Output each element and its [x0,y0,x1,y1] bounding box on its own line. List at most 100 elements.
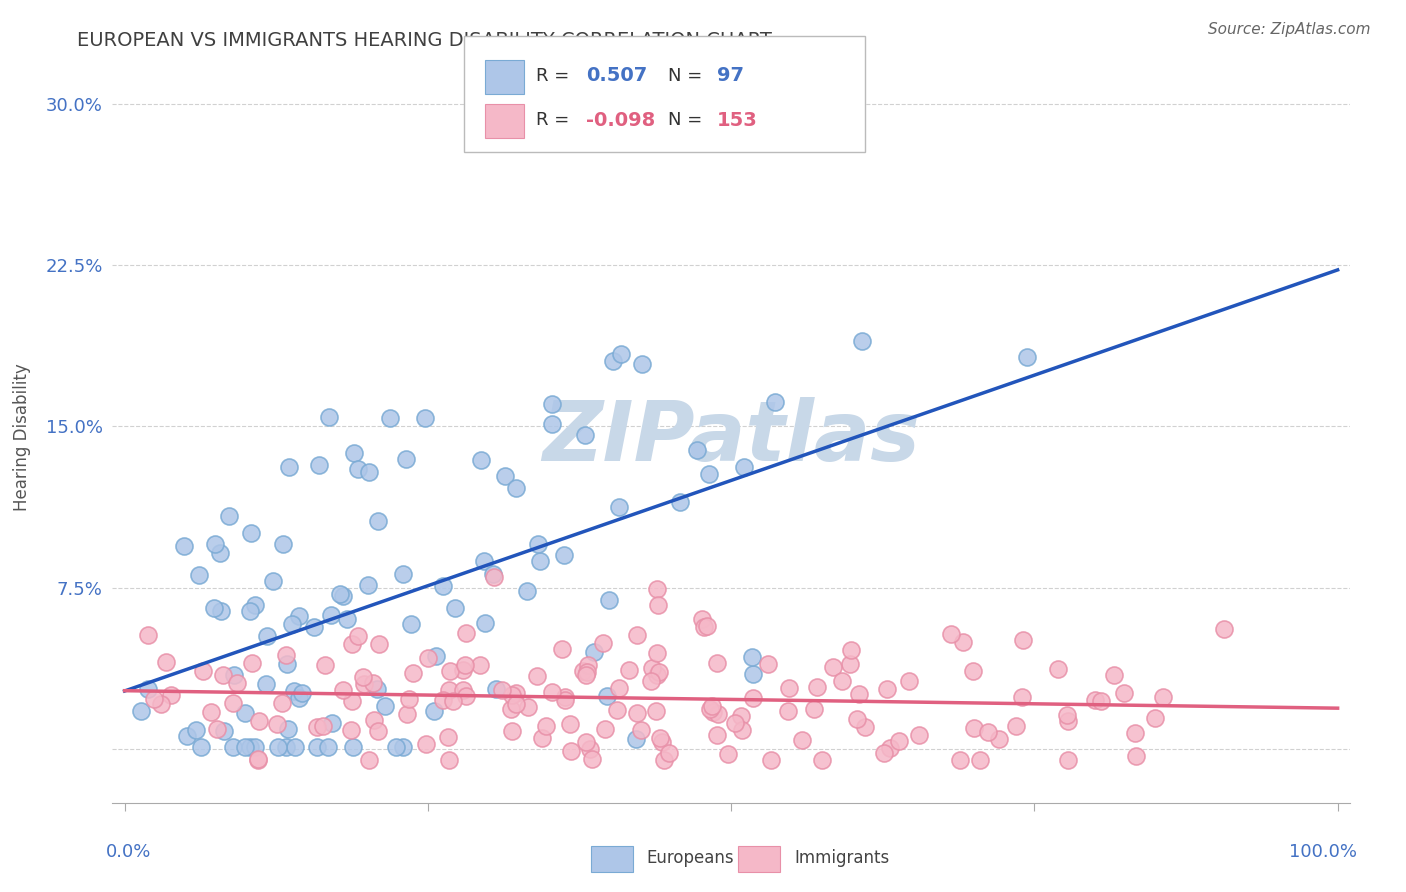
Point [1123,725,1146,739]
Point [626,731,648,746]
Text: Immigrants: Immigrants [794,849,890,867]
Point [240,526,263,541]
Point [273,537,295,551]
Point [312,719,335,733]
Point [190,739,212,754]
Point [598,593,620,607]
Point [256,629,278,643]
Point [1011,633,1033,648]
Point [724,716,747,731]
Point [702,706,724,720]
Point [222,697,245,711]
Text: Source: ZipAtlas.com: Source: ZipAtlas.com [1208,22,1371,37]
Point [550,642,572,657]
Point [609,347,631,361]
Point [529,554,551,568]
Point [686,442,709,457]
Text: Europeans: Europeans [647,849,734,867]
Point [887,733,910,747]
Text: R =: R = [536,67,575,85]
Point [617,663,640,677]
Point [1102,668,1125,682]
Point [592,636,614,650]
Point [321,607,343,622]
Point [432,579,454,593]
Point [1046,662,1069,676]
Point [706,728,728,742]
Text: 153: 153 [717,111,758,130]
Point [853,720,876,734]
Point [451,663,474,677]
Point [505,481,527,495]
Text: R =: R = [536,112,575,129]
Point [287,609,309,624]
Point [470,453,492,467]
Point [247,714,270,728]
Point [347,629,370,643]
Point [395,452,418,467]
Point [308,458,330,472]
Text: 100.0%: 100.0% [1289,843,1357,861]
Point [581,752,603,766]
Point [690,612,713,626]
Point [560,717,582,731]
Point [626,628,648,642]
Point [778,704,800,718]
Point [288,691,311,706]
Point [702,698,724,713]
Point [456,689,478,703]
Point [437,730,460,744]
Point [439,665,461,679]
Point [763,394,786,409]
Point [501,723,523,738]
Point [359,466,381,480]
Point [413,411,436,425]
Point [239,739,262,754]
Point [631,357,654,371]
Point [963,721,986,735]
Point [332,682,354,697]
Point [582,645,605,659]
Point [516,584,538,599]
Point [606,703,628,717]
Point [501,688,523,702]
Point [415,737,437,751]
Point [342,739,364,754]
Point [873,746,896,760]
Text: -0.098: -0.098 [586,111,655,130]
Point [340,693,363,707]
Point [505,697,527,711]
Point [277,723,299,737]
Point [534,719,557,733]
Point [987,732,1010,747]
Point [1213,622,1236,636]
Point [692,620,714,634]
Point [501,702,523,716]
Point [541,417,564,431]
Point [399,616,422,631]
Point [505,686,527,700]
Point [651,735,673,749]
Point [576,658,599,673]
Point [212,667,235,681]
Point [432,692,454,706]
Point [233,739,256,754]
Point [176,729,198,743]
Text: 97: 97 [717,66,744,86]
Text: N =: N = [668,67,707,85]
Point [245,739,267,754]
Point [593,722,616,736]
Point [359,753,381,767]
Point [247,753,270,767]
Point [1090,694,1112,708]
Point [160,688,183,702]
Point [526,669,548,683]
Point [367,514,389,528]
Point [240,656,263,670]
Point [402,665,425,680]
Point [574,428,596,442]
Point [696,619,718,633]
Point [831,674,853,689]
Point [225,676,247,690]
Point [366,681,388,696]
